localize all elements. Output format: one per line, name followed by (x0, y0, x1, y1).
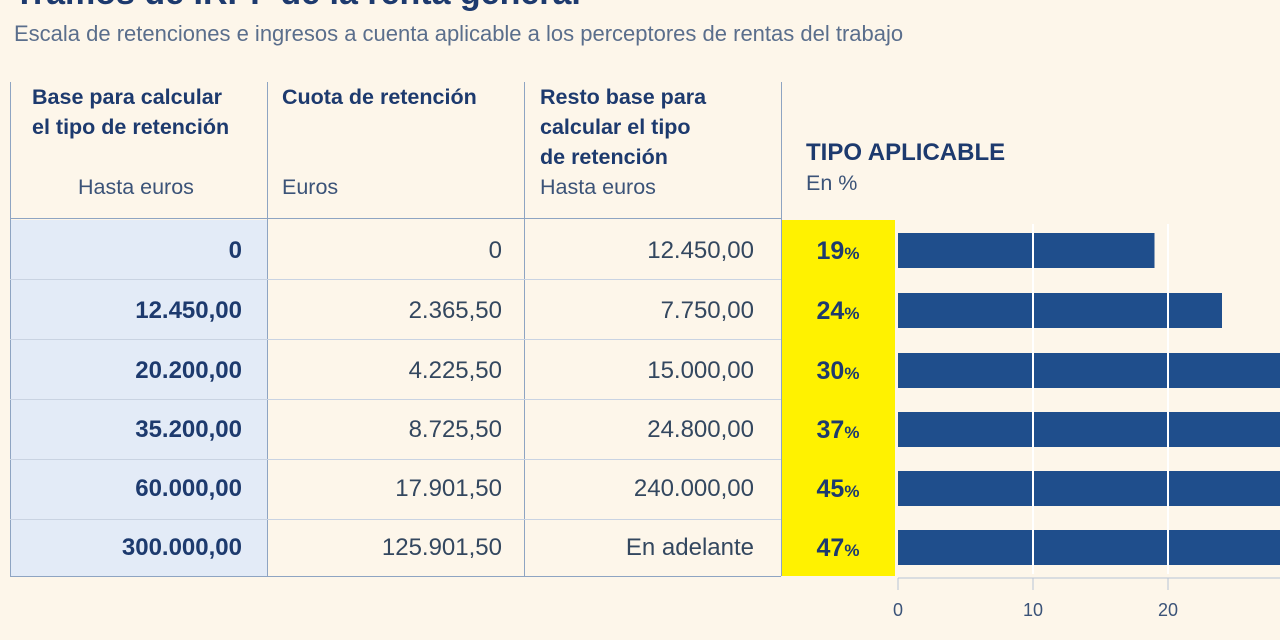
column-divider-2 (524, 82, 525, 576)
bar-2 (898, 353, 1280, 388)
tipo-value: 30 (816, 357, 845, 385)
header-base-line1: Base para calcular (32, 85, 223, 109)
bar-4 (898, 471, 1280, 506)
tipo-percent-sign: % (844, 364, 860, 383)
header-cuota: Cuota de retención Euros (282, 82, 477, 202)
cell-base: 35.200,00 (135, 416, 242, 443)
cell-cuota: 17.901,50 (395, 475, 502, 502)
row-separator (10, 339, 781, 340)
cell-tipo: 37% (781, 400, 895, 460)
cell-resto: 12.450,00 (647, 237, 754, 264)
cell-resto: En adelante (625, 534, 754, 561)
bar-0 (898, 233, 1155, 268)
cell-tipo: 30% (781, 341, 895, 401)
x-tick-label-1: 10 (1023, 600, 1043, 620)
x-tick-label-0: 0 (893, 600, 903, 620)
cell-tipo: 45% (781, 459, 895, 519)
header-separator (10, 218, 781, 219)
header-resto-unit: Hasta euros (540, 175, 656, 199)
cell-cuota: 125.901,50 (381, 534, 502, 561)
tipo-value: 24 (816, 297, 845, 325)
cell-base: 20.200,00 (135, 357, 242, 384)
table-border-left (10, 82, 11, 576)
cell-tipo: 19% (781, 221, 895, 281)
cell-cuota: 2.365,50 (408, 297, 502, 324)
header-base: Base para calcular el tipo de retención … (32, 82, 229, 202)
header-cuota-unit: Euros (282, 175, 339, 199)
cell-cuota: 8.725,50 (408, 416, 502, 443)
cell-resto: 15.000,00 (647, 357, 754, 384)
row-separator (10, 519, 781, 520)
header-resto-line1: Resto base para (540, 85, 707, 109)
header-cuota-line1: Cuota de retención (282, 85, 477, 109)
tipo-percent-sign: % (844, 304, 860, 323)
cell-resto: 7.750,00 (660, 297, 754, 324)
cell-base: 300.000,00 (121, 534, 242, 561)
header-tipo: TIPO APLICABLE En % (806, 138, 1005, 198)
header-resto: Resto base para calcular el tipo de rete… (540, 82, 706, 202)
bar-5 (898, 530, 1280, 565)
chart-subtitle: Escala de retenciones e ingresos a cuent… (14, 21, 904, 46)
row-separator (10, 399, 781, 400)
tipo-percent-sign: % (844, 244, 860, 263)
chart-title: Tramos de IRPF de la renta general (14, 0, 581, 13)
header-resto-line3: de retención (540, 145, 668, 169)
cell-base: 60.000,00 (135, 475, 242, 502)
tipo-percent-sign: % (844, 423, 860, 442)
cell-cuota: 4.225,50 (408, 357, 502, 384)
cell-resto: 24.800,00 (647, 416, 754, 443)
tipo-percent-sign: % (844, 482, 860, 501)
row-separator (10, 459, 781, 460)
table-border-bottom (10, 576, 781, 577)
header-tipo-unit: En % (806, 171, 858, 195)
column-divider-1 (267, 82, 268, 576)
cell-base: 12.450,00 (135, 297, 242, 324)
tipo-value: 37 (816, 416, 845, 444)
tipo-value: 47 (816, 534, 845, 562)
header-tipo-line1: TIPO APLICABLE (806, 139, 1006, 166)
rate-column-highlight (781, 220, 895, 576)
cell-tipo: 24% (781, 281, 895, 341)
header-base-unit: Hasta euros (78, 175, 194, 199)
cell-tipo: 47% (781, 518, 895, 578)
cell-cuota: 0 (488, 237, 502, 264)
bar-3 (898, 412, 1280, 447)
bar-1 (898, 293, 1222, 328)
tipo-percent-sign: % (844, 541, 860, 560)
row-separator (10, 279, 781, 280)
cell-base: 0 (228, 237, 242, 264)
header-resto-line2: calcular el tipo (540, 115, 691, 139)
column-divider-3 (781, 82, 782, 576)
tipo-value: 19 (816, 237, 845, 265)
header-base-line2: el tipo de retención (32, 115, 230, 139)
x-tick-label-2: 20 (1158, 600, 1178, 620)
cell-resto: 240.000,00 (633, 475, 754, 502)
tipo-value: 45 (816, 475, 845, 503)
